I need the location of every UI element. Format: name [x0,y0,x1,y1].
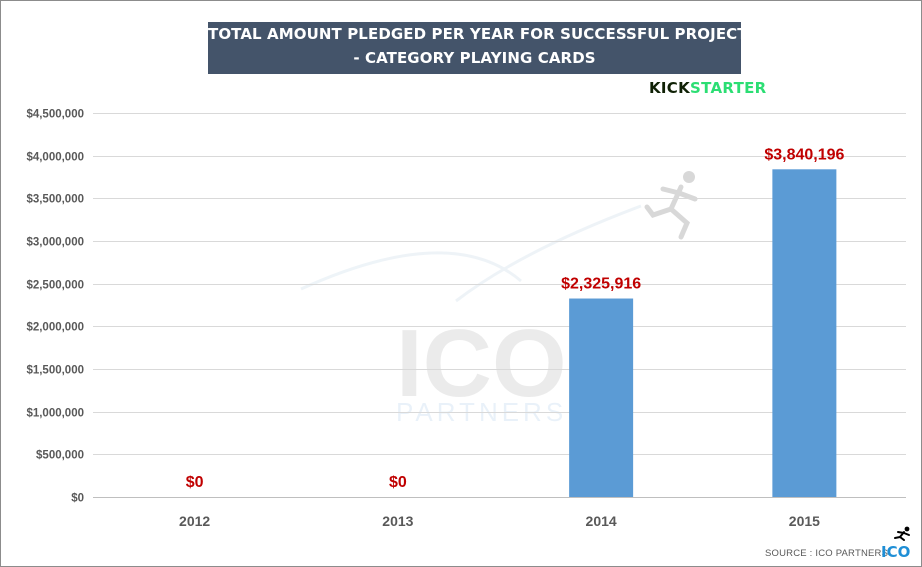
data-label: $0 [389,474,407,491]
bar [569,298,634,497]
source-runner-icon [894,526,910,541]
y-tick-label: $4,500,000 [26,109,84,121]
y-tick-label: $500,000 [36,450,84,462]
chart-title-line-1: TOTAL AMOUNT PLEDGED PER YEAR FOR SUCCES… [208,25,759,43]
x-tick-label: 2013 [382,513,413,529]
y-tick-label: $1,500,000 [26,365,84,377]
data-labels: $0 $0 $2,325,916 $3,840,196 [186,146,845,491]
x-tick-label: 2015 [789,513,820,529]
y-tick-label: $4,000,000 [26,152,84,164]
y-tick-label: $3,500,000 [26,194,84,206]
chart-title: TOTAL AMOUNT PLEDGED PER YEAR FOR SUCCES… [208,22,759,74]
y-tick-label: $1,000,000 [26,408,84,420]
data-label: $2,325,916 [561,276,641,293]
watermark-main: ICO [396,310,567,417]
gridlines [93,113,906,498]
runner-icon [644,171,698,240]
y-tick-label: $2,500,000 [26,280,84,292]
x-axis-ticks: 2012 2013 2014 2015 [179,513,820,529]
y-tick-label: $2,000,000 [26,322,84,334]
x-tick-label: 2012 [179,513,210,529]
kickstarter-logo-kick: KICK [649,79,691,97]
source-ico-logo: ICO [881,543,911,561]
kickstarter-logo: KICKSTARTER [649,79,767,97]
chart-title-line-2: - CATEGORY PLAYING CARDS [353,49,596,67]
source-note: SOURCE : ICO PARTNERS [765,548,889,559]
kickstarter-logo-starter: STARTER [690,79,767,97]
bar [772,169,837,497]
data-label: $3,840,196 [764,146,844,163]
y-tick-label: $3,000,000 [26,237,84,249]
y-tick-label: $0 [71,493,84,505]
x-tick-label: 2014 [586,513,617,529]
data-label: $0 [186,474,204,491]
bars [569,169,837,497]
y-axis-ticks: $0 $500,000 $1,000,000 $1,500,000 $2,000,000… [26,109,84,505]
ico-partners-watermark: ICO PARTNERS [300,204,642,427]
